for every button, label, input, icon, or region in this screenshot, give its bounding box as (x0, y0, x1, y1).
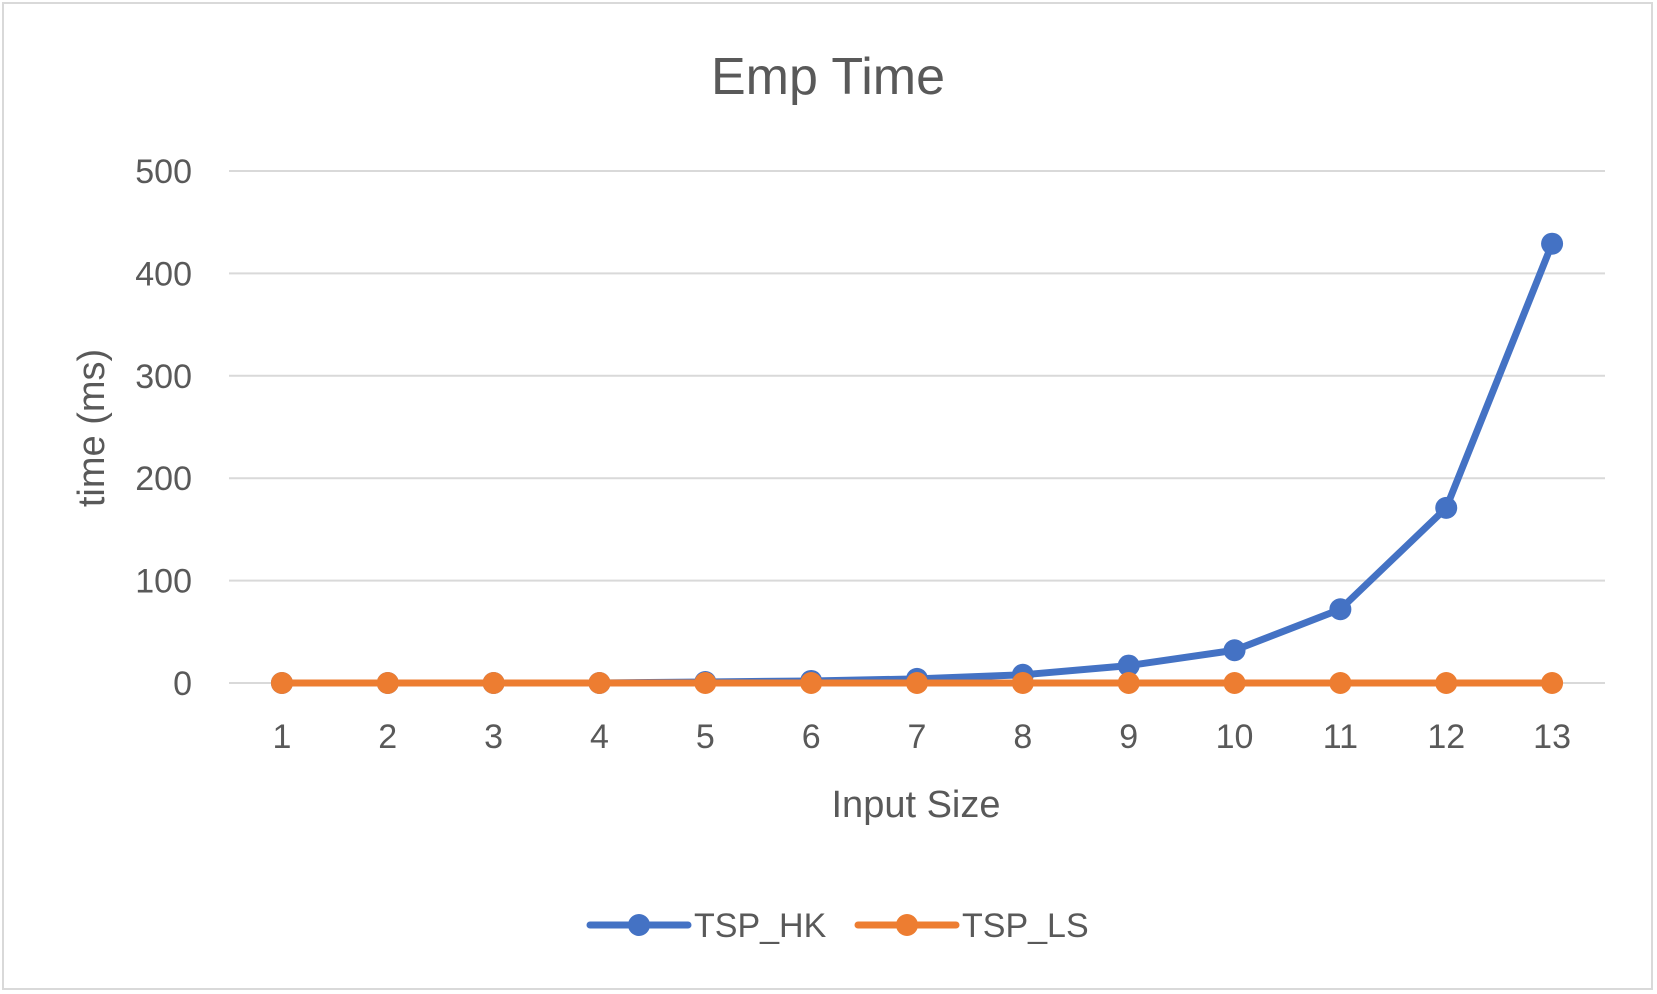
x-tick-label: 9 (1119, 718, 1138, 756)
y-tick-label: 400 (135, 255, 192, 293)
data-point (588, 672, 611, 694)
data-point (800, 672, 823, 694)
series-group (270, 232, 1564, 694)
y-tick-label: 100 (135, 563, 192, 601)
y-axis-ticks: 0 100 200 300 400 500 (135, 153, 192, 703)
x-tick-label: 3 (484, 718, 503, 756)
legend-swatch-marker (628, 914, 650, 936)
y-tick-label: 300 (135, 358, 192, 396)
data-point (1117, 654, 1140, 677)
legend-label: TSP_HK (694, 907, 827, 945)
legend-swatch-marker (896, 914, 918, 936)
x-axis-ticks: 1 2 3 4 5 6 7 8 9 10 11 12 13 (272, 718, 1571, 756)
data-point (694, 672, 717, 694)
y-tick-label: 0 (173, 665, 192, 703)
series-tsp-hk (270, 232, 1564, 694)
series-line (278, 240, 1556, 687)
data-point (1435, 496, 1458, 519)
data-point (1329, 598, 1352, 621)
x-axis-title: Input Size (832, 784, 1001, 826)
chart-title: Emp Time (711, 48, 945, 106)
legend-item-tsp-ls: TSP_LS (854, 907, 1089, 945)
y-axis-title: time (ms) (71, 349, 113, 507)
x-tick-label: 4 (590, 718, 609, 756)
data-point (482, 672, 505, 694)
series-tsp-ls (270, 672, 1564, 694)
data-point (270, 672, 293, 694)
x-tick-label: 10 (1216, 718, 1254, 756)
data-point (1223, 672, 1246, 694)
data-point (906, 672, 928, 694)
data-point (1223, 639, 1246, 662)
x-tick-label: 8 (1013, 718, 1032, 756)
x-tick-label: 7 (908, 718, 927, 756)
data-point (1541, 672, 1564, 694)
x-tick-label: 6 (802, 718, 821, 756)
data-point (376, 672, 399, 694)
x-tick-label: 5 (696, 718, 715, 756)
data-point (1435, 672, 1458, 694)
data-point (1329, 672, 1352, 694)
x-tick-label: 2 (378, 718, 397, 756)
data-point (1541, 232, 1564, 255)
y-tick-label: 500 (135, 153, 192, 191)
x-tick-label: 12 (1427, 718, 1465, 756)
legend: TSP_HK TSP_LS (586, 907, 1089, 945)
data-point (1011, 672, 1034, 694)
x-tick-label: 11 (1323, 718, 1358, 756)
data-point (1117, 672, 1140, 694)
y-tick-label: 200 (135, 460, 192, 498)
grid (229, 170, 1605, 684)
legend-label: TSP_LS (962, 907, 1089, 945)
legend-item-tsp-hk: TSP_HK (586, 907, 827, 945)
x-tick-label: 1 (272, 718, 291, 756)
x-tick-label: 13 (1533, 718, 1571, 756)
